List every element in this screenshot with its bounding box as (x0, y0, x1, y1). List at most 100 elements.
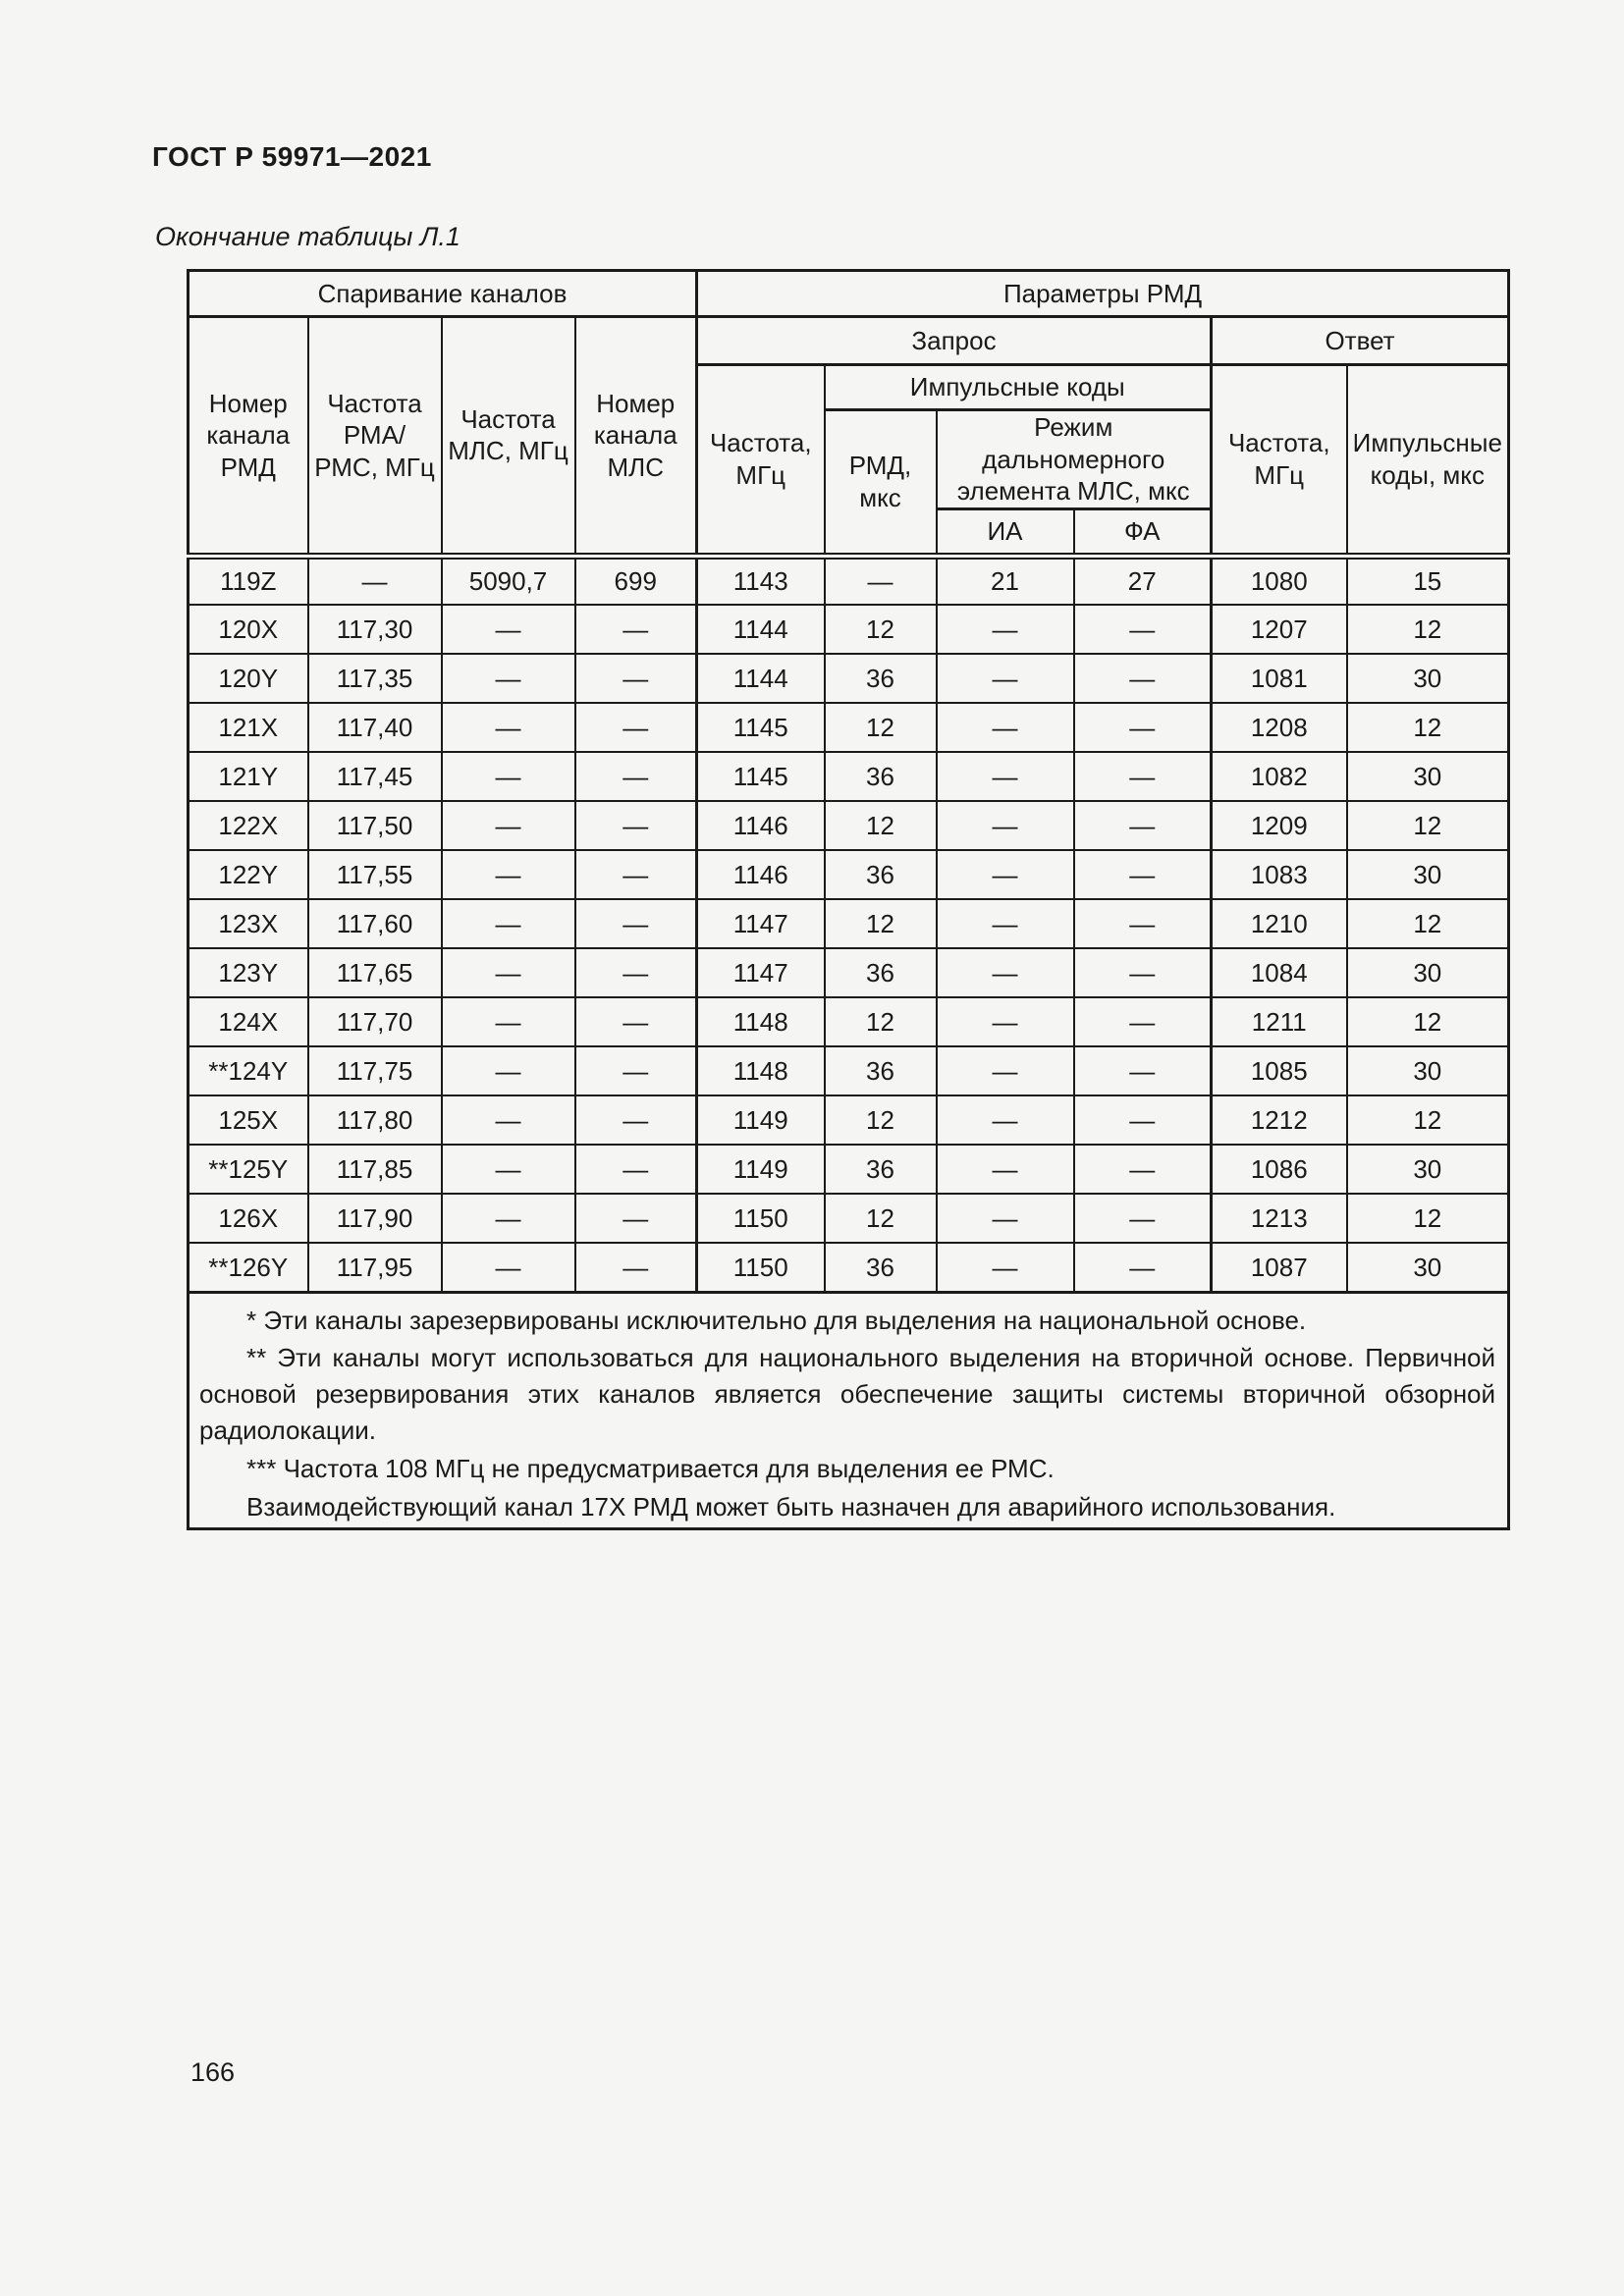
table-cell: 117,90 (306, 1193, 443, 1244)
table-cell: 12 (1345, 800, 1510, 851)
table-cell: 1149 (695, 1095, 826, 1146)
table-cell: 12 (1345, 898, 1510, 949)
header-row-groups: Спаривание каналов Параметры РМД (187, 269, 1510, 318)
header-col-rmd-mks: РМД, мкс (823, 408, 938, 558)
footnotes-cell: * Эти каналы зарезервированы исключитель… (187, 1290, 1510, 1530)
table-cell: — (935, 1242, 1075, 1293)
table-cell: 699 (573, 555, 698, 606)
table-row: 125X 117,80— —1149 12— —1212 12 (187, 1095, 1510, 1146)
table-cell: 123X (187, 898, 309, 949)
table-cell: 12 (823, 702, 938, 753)
table-cell: 1144 (695, 653, 826, 704)
table-row: 121X 117,40— —1145 12— —1208 12 (187, 702, 1510, 753)
table-cell: 1211 (1210, 996, 1348, 1047)
table-cell: 117,95 (306, 1242, 443, 1293)
table-cell: — (573, 1095, 698, 1146)
table-row: **126Y 117,95— —1150 36— —1087 30 (187, 1242, 1510, 1293)
table-cell: **124Y (187, 1045, 309, 1096)
table-cell: — (935, 751, 1075, 802)
table-cell: — (1072, 1242, 1213, 1293)
table-cell: 1146 (695, 849, 826, 900)
table-cell: — (1072, 653, 1213, 704)
table-cell: 117,40 (306, 702, 443, 753)
table-cell: — (935, 1193, 1075, 1244)
table-cell: — (935, 1045, 1075, 1096)
table-cell: — (440, 1193, 576, 1244)
header-col-freq-rma-rms: Частота РМА/ РМС, МГц (306, 315, 443, 558)
table-cell: 119Z (187, 555, 309, 606)
table-cell: — (823, 555, 938, 606)
table-cell: — (440, 1242, 576, 1293)
table-row: 123X 117,60— —1147 12— —1210 12 (187, 898, 1510, 949)
table-cell: — (573, 947, 698, 998)
table-cell: 117,45 (306, 751, 443, 802)
table-cell: 117,55 (306, 849, 443, 900)
table-cell: 117,30 (306, 604, 443, 655)
table-cell: — (573, 1193, 698, 1244)
table-cell: 1148 (695, 996, 826, 1047)
table-cell: — (1072, 996, 1213, 1047)
table-cell: 1149 (695, 1144, 826, 1195)
header-col-freq-mls: Частота МЛС, МГц (440, 315, 576, 558)
table-cell: 1207 (1210, 604, 1348, 655)
table-cell: 117,65 (306, 947, 443, 998)
table-cell: 12 (1345, 1193, 1510, 1244)
header-row-ia-fa: ИА ФА (189, 507, 1509, 558)
footnote-text: * Эти каналы зарезервированы исключитель… (246, 1305, 1307, 1335)
table-cell: 117,80 (306, 1095, 443, 1146)
table-row: 124X 117,70— —1148 12— —1211 12 (187, 996, 1510, 1047)
table-row: **124Y 117,75— —1148 36— —1085 30 (187, 1045, 1510, 1096)
table-cell: — (440, 996, 576, 1047)
table-cell: 1087 (1210, 1242, 1348, 1293)
table-row: 122Y 117,55— —1146 36— —1083 30 (187, 849, 1510, 900)
table-cell: 15 (1345, 555, 1510, 606)
table-cell: — (573, 1242, 698, 1293)
footnotes-row: * Эти каналы зарезервированы исключитель… (187, 1290, 1510, 1530)
table-cell: 12 (823, 800, 938, 851)
header-col-ia: ИА (935, 507, 1075, 558)
table-cell: 36 (823, 1242, 938, 1293)
table-cell: 30 (1345, 751, 1510, 802)
table-cell: 12 (823, 1095, 938, 1146)
table-cell: — (573, 996, 698, 1047)
table-cell: 36 (823, 1045, 938, 1096)
table-cell: 1145 (695, 751, 826, 802)
table-cell: 12 (823, 1193, 938, 1244)
table-cell: — (440, 1144, 576, 1195)
table-cell: — (1072, 1095, 1213, 1146)
table-cell: — (573, 898, 698, 949)
table-cell: — (573, 800, 698, 851)
table-cell: — (440, 604, 576, 655)
header-pulse-codes-group: Импульсные коды (823, 363, 1213, 411)
table-cell: 36 (823, 751, 938, 802)
table-cell: — (935, 898, 1075, 949)
table-cell: 1208 (1210, 702, 1348, 753)
table-cell: — (935, 849, 1075, 900)
table-cell: — (440, 1045, 576, 1096)
header-col-pulse-codes-response: Импульсные коды, мкс (1345, 363, 1510, 558)
table-cell: — (1072, 1193, 1213, 1244)
table-cell: 12 (823, 898, 938, 949)
table-cell: 1145 (695, 702, 826, 753)
table-cell: — (1072, 800, 1213, 851)
table-cell: 1148 (695, 1045, 826, 1096)
header-col-channel-rmd: Номер канала РМД (187, 315, 309, 558)
table-cell: 36 (823, 849, 938, 900)
table-cell: 12 (1345, 996, 1510, 1047)
table-cell: — (440, 898, 576, 949)
table-cell: 120X (187, 604, 309, 655)
table-cell: 1212 (1210, 1095, 1348, 1146)
table-cell: — (573, 1144, 698, 1195)
table-cell: — (573, 849, 698, 900)
table-cell: **125Y (187, 1144, 309, 1195)
table-cell: 117,50 (306, 800, 443, 851)
header-pairing-group: Спаривание каналов (187, 269, 698, 318)
table-cell: — (573, 1045, 698, 1096)
table-cell: 1083 (1210, 849, 1348, 900)
table-cell: 36 (823, 653, 938, 704)
header-col-freq-response: Частота, МГц (1210, 363, 1348, 558)
header-col-channel-mls: Номер канала МЛС (573, 315, 698, 558)
doc-code: ГОСТ Р 59971—2021 (152, 141, 432, 172)
table-row: 120X 117,30— —1144 12— —1207 12 (187, 604, 1510, 655)
